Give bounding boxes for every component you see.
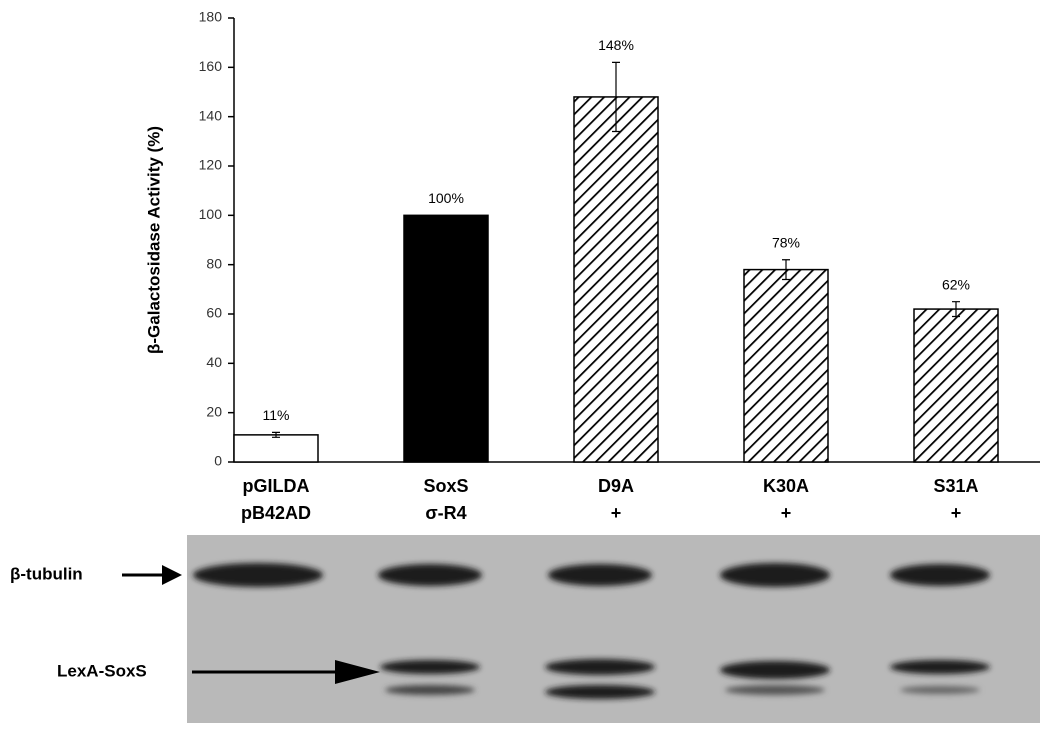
- x-tick-sublabel: +: [951, 503, 962, 523]
- blot-image: [187, 535, 1040, 723]
- y-tick-label: 0: [214, 453, 222, 469]
- value-label: 11%: [263, 407, 290, 423]
- x-tick-label: S31A: [933, 476, 978, 496]
- bar: [403, 214, 489, 463]
- arrow-head: [335, 660, 380, 684]
- x-tick-label: pGILDA: [243, 476, 310, 496]
- y-tick-label: 120: [199, 157, 223, 173]
- blot-label: LexA-SoxS: [57, 661, 147, 680]
- x-tick-label: K30A: [763, 476, 809, 496]
- error-bar: [272, 431, 280, 438]
- x-tick-sublabel: +: [781, 503, 792, 523]
- bar: [743, 268, 829, 463]
- error-bar: [612, 61, 620, 133]
- value-label: 100%: [428, 190, 464, 206]
- y-tick-label: 180: [199, 9, 223, 25]
- y-tick-label: 160: [199, 58, 223, 74]
- x-tick-label: SoxS: [423, 476, 468, 496]
- error-bar: [782, 259, 790, 281]
- x-tick-sublabel: pB42AD: [241, 503, 311, 523]
- blot-label: β-tubulin: [10, 564, 83, 583]
- y-tick-label: 20: [206, 403, 222, 419]
- value-label: 148%: [598, 37, 634, 53]
- bar: [233, 434, 319, 463]
- y-axis-title: β-Galactosidase Activity (%): [144, 126, 163, 354]
- error-bar: [952, 301, 960, 318]
- bar: [573, 96, 659, 463]
- y-tick-label: 80: [206, 255, 222, 271]
- y-tick-label: 140: [199, 107, 223, 123]
- value-label: 78%: [772, 234, 800, 250]
- y-tick-label: 100: [199, 206, 223, 222]
- x-tick-sublabel: +: [611, 503, 622, 523]
- value-label: 62%: [942, 276, 970, 292]
- x-tick-label: D9A: [598, 476, 634, 496]
- arrow-head: [162, 565, 182, 585]
- y-tick-label: 60: [206, 305, 222, 321]
- bar: [913, 308, 999, 463]
- x-tick-sublabel: σ-R4: [425, 503, 466, 523]
- y-tick-label: 40: [206, 354, 222, 370]
